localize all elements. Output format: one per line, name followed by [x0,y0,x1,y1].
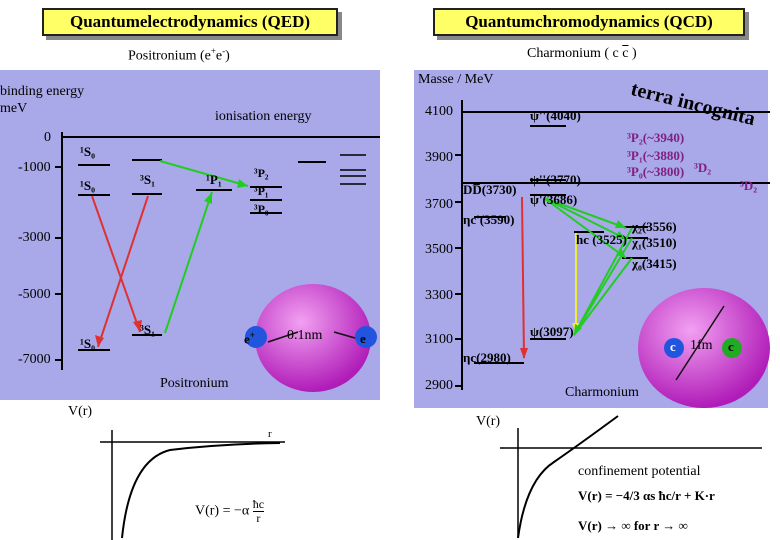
state-3p2: ³P₂ [254,166,269,180]
binding-energy-unit: meV [0,101,28,116]
state-hc3525: hc (3525) [576,232,627,247]
qed-r-label: r [268,428,272,440]
state-psi4040: ψ''(4040) [530,108,581,123]
state-1s0-n2b: ¹S₀ [80,178,96,193]
qed-potential-plot [100,430,285,540]
state-etac2980: ηc(2980) [463,350,511,365]
state-chi0: χ₀(3415) [632,256,677,271]
qed-formula: V(r) = −α ħc r [195,497,265,525]
positron-label: e+ [244,330,255,347]
qcd-tick-3900: 3900 [425,150,453,165]
state-etac3590: ηc'(3590) [463,212,515,227]
state-1s0-ground: ¹S₀ [80,336,96,351]
state-chi1: χ₁(3510) [632,235,677,250]
qcd-tick-3100: 3100 [425,332,453,347]
qed-tick-0: 0 [44,130,51,145]
masse-axis-label: Masse / MeV [418,72,494,87]
qcd-title: Quantumchromodynamics (QCD) [433,8,745,36]
state-1s0-n2: ¹S₀ [80,144,96,159]
qcd-tick-3300: 3300 [425,288,453,303]
qcd-tick-3700: 3700 [425,197,453,212]
qed-tick-1000: -1000 [18,160,51,175]
state-3p0: ³P₀ [254,202,269,216]
binding-energy-label: binding energy [0,84,85,99]
confinement-label: confinement potential [578,464,701,479]
charm-quark-left: c [670,339,676,354]
charmonium-subtitle: Charmonium ( c c ) [527,46,637,61]
qcd-potential-plot [500,415,762,539]
qcd-level-diagram [455,100,770,408]
state-psi3097: ψ(3097) [530,324,574,339]
state-3p1: ³P₁ [254,184,269,198]
electron-label: e [360,331,366,346]
qcd-potential-axis: V(r) [476,414,501,429]
qed-tick-7000: -7000 [18,352,51,367]
qcd-formula-2: V(r) → ∞ for r → ∞ [578,518,688,533]
charm-quark-right: c [728,339,734,354]
state-3p2-3940: ³P₂(~3940) [627,130,685,145]
qcd-tick-2900: 2900 [425,378,453,393]
state-chi2: χ₂(3556) [632,219,677,234]
qed-level-diagram [55,132,380,392]
qcd-tick-3500: 3500 [425,242,453,257]
qed-potential-axis: V(r) [68,404,93,419]
charmonium-name: Charmonium [565,385,639,400]
positronium-subtitle: Positronium (e+e-) [128,46,230,64]
state-1p1: ¹P₁ [206,172,222,187]
positronium-size-label: 0.1nm [287,328,323,343]
qcd-formula-1: V(r) = −4/3 αs ħc/r + K·r [578,488,715,503]
state-psi3770: ψ''(3770) [530,172,581,187]
state-3p0-3800: ³P₀(~3800) [627,164,685,179]
state-3d2b: ³D₂ [740,178,758,193]
qed-tick-3000: -3000 [18,230,51,245]
charmonium-size-label: 1fm [690,338,713,353]
state-3d2: ³D₂ [694,160,712,175]
state-3s1-ground: ³S₁ [140,322,156,337]
state-3p1-3880: ³P₁(~3880) [627,148,685,163]
positronium-name: Positronium [160,376,229,391]
qed-title: Quantumelectrodynamics (QED) [42,8,338,36]
ionisation-energy-label: ionisation energy [215,109,312,124]
state-psi3686: ψ'(3686) [530,192,578,207]
state-dd3730: DD̅(3730) [463,182,517,197]
state-3s1-n2: ³S₁ [140,172,156,187]
qed-tick-5000: -5000 [18,287,51,302]
qcd-tick-4100: 4100 [425,104,453,119]
